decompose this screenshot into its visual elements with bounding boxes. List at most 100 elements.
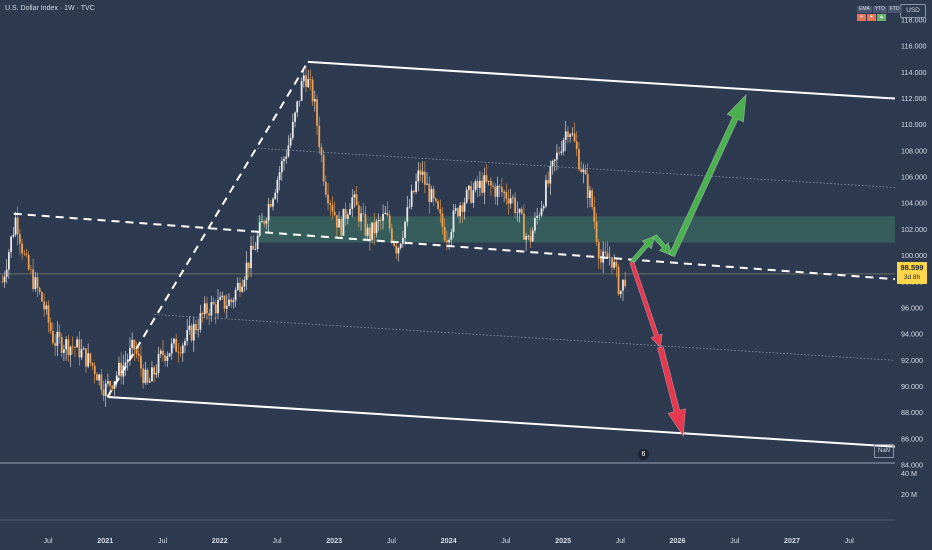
candle-body (366, 227, 369, 236)
candle-body (129, 347, 131, 360)
candle-body (104, 383, 107, 396)
candle-body (157, 353, 160, 373)
candle-body (236, 282, 239, 290)
candle-body (595, 221, 598, 242)
candle-body (390, 228, 393, 242)
tradingview-logo[interactable]: 6 (638, 449, 649, 460)
candle-body (87, 353, 90, 367)
candle-body (324, 181, 327, 195)
candle-body (305, 75, 307, 88)
candle-body (474, 181, 477, 191)
flame-icon[interactable]: ✦ (857, 14, 866, 21)
arrow-1-segment-0 (629, 261, 663, 348)
candle-body (120, 362, 123, 377)
candle-body (278, 172, 281, 180)
candle-body (512, 197, 514, 199)
candle-body (52, 331, 54, 344)
candle-body (168, 353, 171, 357)
candle-body (613, 261, 616, 268)
candle-body (421, 171, 424, 175)
candle-body (263, 221, 266, 224)
candle-body (567, 131, 569, 138)
ytd-badge[interactable]: YTD (872, 6, 887, 13)
candle-body (586, 174, 589, 198)
candle-body (492, 185, 495, 187)
candle-body (404, 221, 406, 238)
candle-body (399, 243, 402, 248)
arrow-1-segment-1 (657, 346, 686, 438)
candle-body (137, 353, 140, 356)
volume-tick-label: 40 M (901, 469, 917, 478)
candle-body (608, 257, 611, 258)
candle-body (274, 192, 277, 199)
candle-body (589, 190, 591, 198)
candle-body (162, 350, 164, 356)
candle-body (505, 191, 508, 199)
candle-body (188, 325, 191, 331)
x-tick-label: Jul (501, 536, 511, 545)
candle-body (230, 299, 233, 303)
ftd-badge[interactable]: FTD (887, 6, 902, 13)
candle-body (307, 78, 310, 88)
candle-body (109, 381, 112, 386)
candle-body (573, 133, 576, 142)
candle-body (100, 374, 103, 390)
candle-body (265, 220, 268, 224)
candle-body (272, 198, 274, 207)
candle-body (164, 355, 167, 361)
candle-body (96, 374, 98, 381)
ema-badge[interactable]: EMA (857, 6, 872, 13)
candle-body (166, 356, 169, 361)
candle-body (296, 101, 299, 113)
candle-body (615, 261, 618, 267)
candle-body (142, 368, 145, 384)
candle-body (619, 290, 622, 295)
candle-body (153, 367, 156, 375)
candle-body (247, 262, 250, 269)
candle-body (578, 149, 580, 170)
candle-body (316, 99, 318, 126)
candle-body (184, 341, 186, 346)
currency-selector[interactable]: USD (900, 4, 926, 18)
candle-body (78, 339, 81, 358)
projection-arrows[interactable] (629, 93, 747, 438)
candle-body (564, 131, 567, 140)
candle-body (223, 295, 226, 309)
last-price-tag: 98.599 3d 8h (897, 262, 927, 284)
candle-body (232, 300, 235, 303)
candle-body (54, 343, 57, 346)
candle-body (214, 304, 217, 314)
indicator-badges: EMA YTD FTD ✦ ✦ ▲ (857, 6, 902, 21)
candle-body (518, 208, 521, 213)
candle-body (456, 208, 459, 217)
candle-body (14, 217, 17, 235)
trend-lines[interactable] (0, 60, 896, 448)
flame-icon-2[interactable]: ✦ (867, 14, 876, 21)
x-tick-label: 2023 (326, 536, 342, 545)
up-icon[interactable]: ▲ (877, 14, 886, 21)
candle-body (219, 296, 222, 300)
candle-body (102, 389, 105, 396)
candle-body (547, 180, 550, 184)
candle-body (69, 346, 72, 356)
candle-body (148, 381, 151, 383)
candle-body (419, 170, 422, 175)
candle-body (45, 305, 48, 310)
dashed-trend-line-0 (13, 212, 896, 281)
y-tick-label: 110.000 (901, 120, 926, 129)
candle-body (448, 239, 450, 243)
candle-body (313, 99, 316, 102)
candle-body (74, 346, 76, 348)
candle-body (76, 339, 79, 348)
candle-body (36, 277, 39, 289)
candle-body (115, 375, 118, 382)
candle-body (327, 194, 329, 204)
y-tick-label: 94.000 (901, 330, 923, 339)
candle-body (254, 249, 257, 250)
candle-body (450, 232, 453, 240)
symbol-title[interactable]: U.S. Dollar Index · 1W · TVC (5, 5, 95, 12)
candle-body (538, 215, 541, 217)
candle-body (243, 279, 246, 287)
